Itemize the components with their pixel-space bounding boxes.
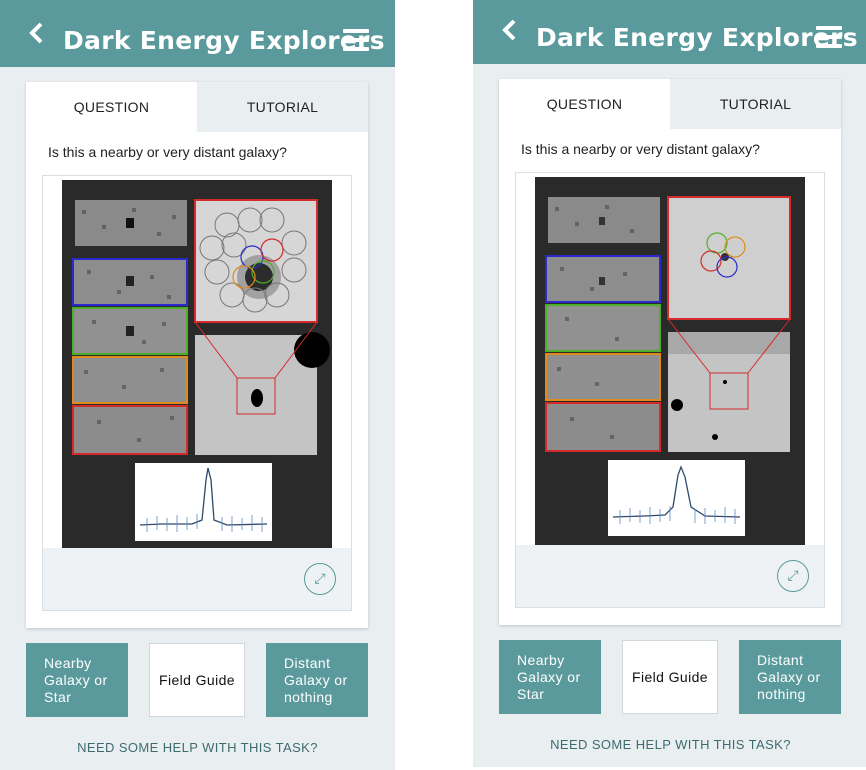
answer-nearby-button[interactable]: Nearby Galaxy or Star <box>26 643 128 717</box>
task-tabs: QUESTION TUTORIAL <box>499 79 841 129</box>
app-screen-right: Dark Energy Explorers QUESTION TUTORIAL … <box>473 0 866 767</box>
chevron-left-icon[interactable] <box>26 22 48 44</box>
app-title: Dark Energy Explorers <box>63 26 385 55</box>
app-title: Dark Energy Explorers <box>536 23 858 52</box>
tab-question[interactable]: QUESTION <box>499 79 670 129</box>
question-text: Is this a nearby or very distant galaxy? <box>48 144 287 160</box>
tab-tutorial[interactable]: TUTORIAL <box>670 79 841 129</box>
field-guide-button[interactable]: Field Guide <box>149 643 245 717</box>
tab-question[interactable]: QUESTION <box>26 82 197 132</box>
app-header: Dark Energy Explorers <box>0 0 395 67</box>
expand-icon[interactable]: ⤢ <box>777 560 809 592</box>
subject-image <box>62 180 332 548</box>
subject-image <box>535 177 805 545</box>
app-screen-left: Dark Energy Explorers QUESTION TUTORIAL … <box>0 0 395 770</box>
hamburger-menu-icon[interactable] <box>343 29 369 51</box>
question-text: Is this a nearby or very distant galaxy? <box>521 141 760 157</box>
answer-distant-button[interactable]: Distant Galaxy or nothing <box>266 643 368 717</box>
task-card: QUESTION TUTORIAL Is this a nearby or ve… <box>499 79 841 625</box>
hamburger-menu-icon[interactable] <box>816 26 842 48</box>
answer-distant-button[interactable]: Distant Galaxy or nothing <box>739 640 841 714</box>
subject-viewer: ⤢ <box>515 172 825 608</box>
viewer-toolbar <box>516 545 824 607</box>
viewer-toolbar <box>43 548 351 610</box>
answer-nearby-button[interactable]: Nearby Galaxy or Star <box>499 640 601 714</box>
field-guide-button[interactable]: Field Guide <box>622 640 718 714</box>
help-link[interactable]: NEED SOME HELP WITH THIS TASK? <box>550 737 791 752</box>
app-header: Dark Energy Explorers <box>473 0 866 64</box>
expand-icon[interactable]: ⤢ <box>304 563 336 595</box>
subject-viewer: ⤢ <box>42 175 352 611</box>
chevron-left-icon[interactable] <box>499 19 521 41</box>
tab-tutorial[interactable]: TUTORIAL <box>197 82 368 132</box>
task-card: QUESTION TUTORIAL Is this a nearby or ve… <box>26 82 368 628</box>
task-tabs: QUESTION TUTORIAL <box>26 82 368 132</box>
help-link[interactable]: NEED SOME HELP WITH THIS TASK? <box>77 740 318 755</box>
